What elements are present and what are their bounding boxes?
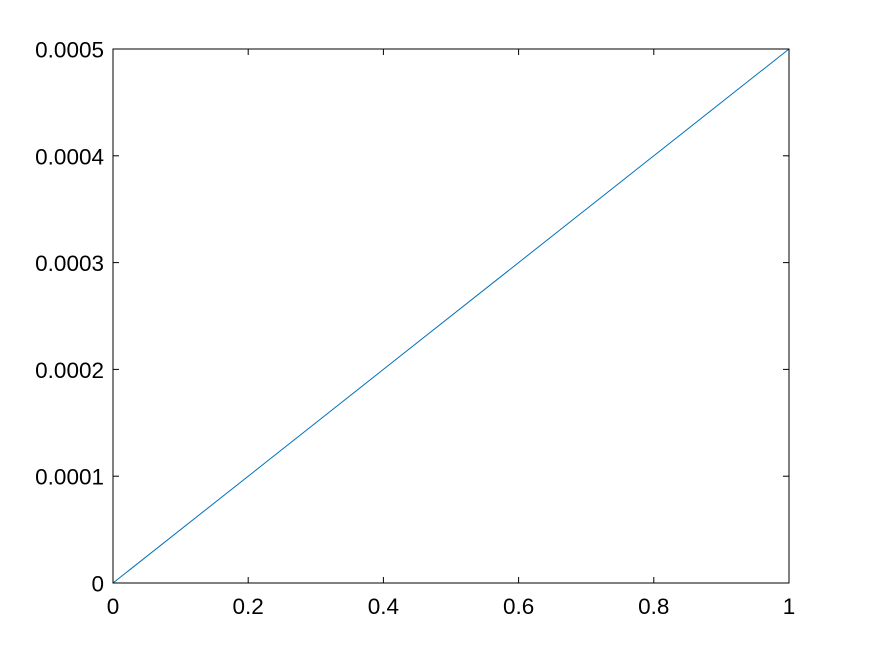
svg-text:0.0004: 0.0004 bbox=[35, 144, 104, 169]
svg-text:0.2: 0.2 bbox=[233, 594, 264, 619]
svg-text:0.8: 0.8 bbox=[638, 594, 669, 619]
svg-text:0.4: 0.4 bbox=[368, 594, 399, 619]
svg-text:0.6: 0.6 bbox=[503, 594, 534, 619]
svg-text:0.0003: 0.0003 bbox=[35, 251, 104, 276]
svg-text:1: 1 bbox=[783, 594, 796, 619]
svg-text:0: 0 bbox=[107, 594, 120, 619]
svg-text:0.0005: 0.0005 bbox=[35, 38, 104, 63]
svg-text:0.0002: 0.0002 bbox=[35, 358, 104, 383]
svg-text:0.0001: 0.0001 bbox=[35, 465, 104, 490]
svg-text:0: 0 bbox=[91, 572, 104, 597]
